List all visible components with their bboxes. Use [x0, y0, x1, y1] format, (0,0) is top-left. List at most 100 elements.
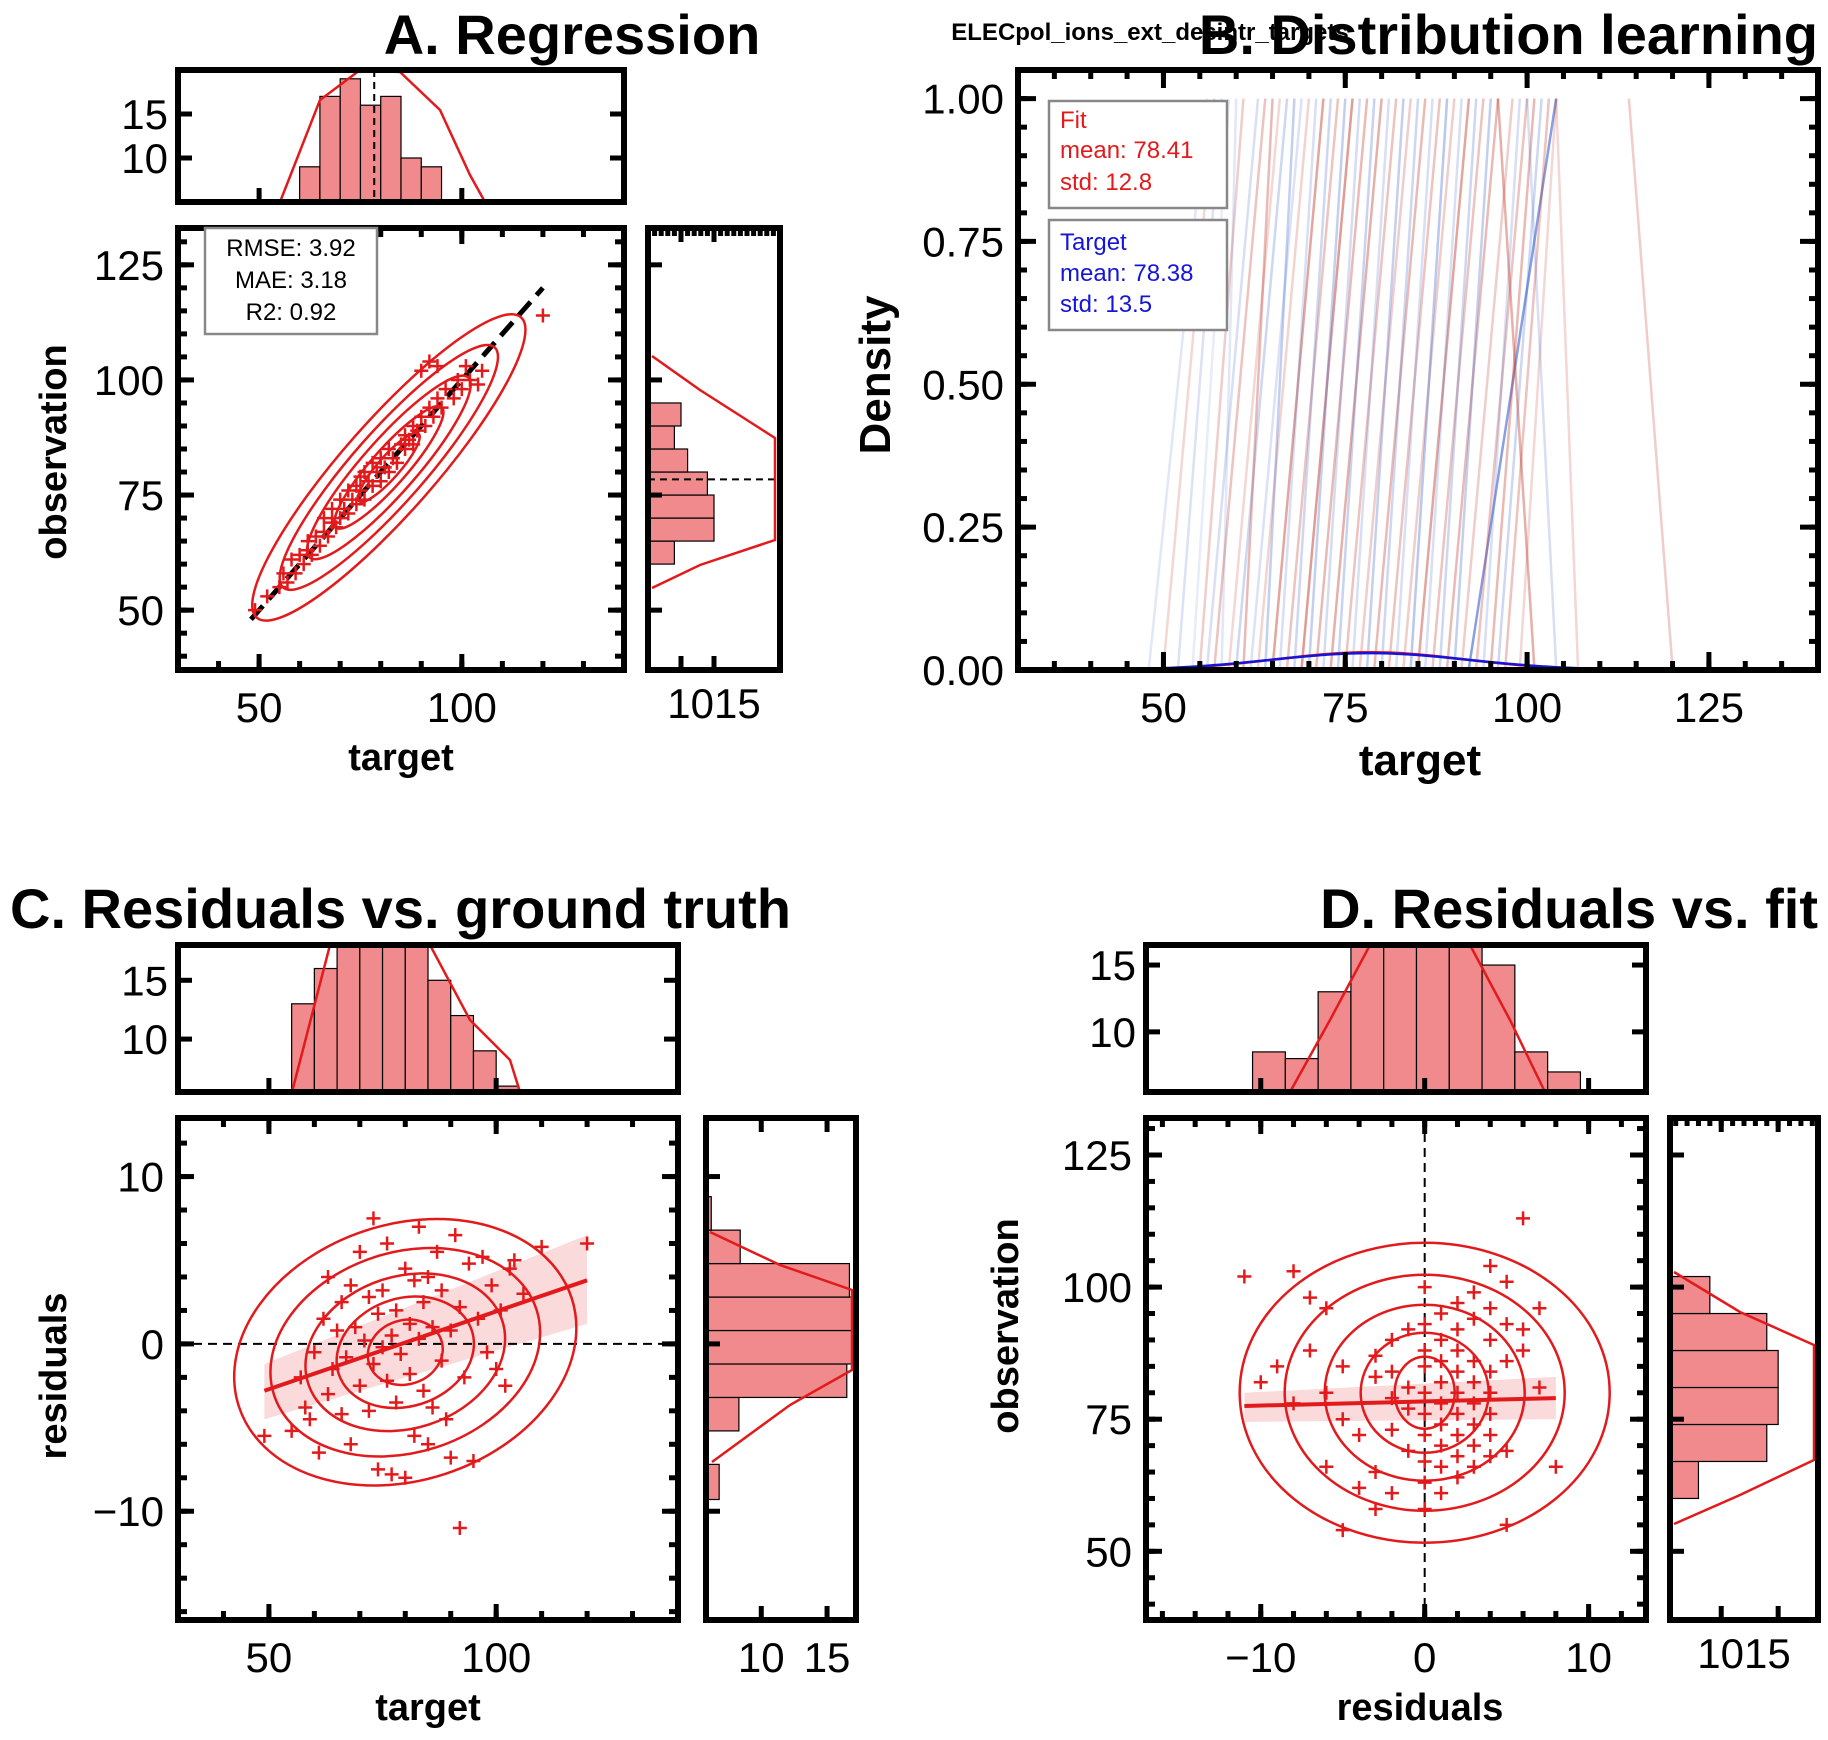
data-point — [280, 575, 295, 590]
data-point — [1270, 1359, 1285, 1374]
data-point — [450, 372, 465, 387]
legend-fit-mean: mean: 78.41 — [1060, 137, 1193, 164]
data-point — [426, 409, 441, 424]
data-point — [381, 465, 396, 480]
y-tick-label: 100 — [94, 357, 164, 404]
histogram-bar — [647, 425, 675, 450]
data-point — [321, 529, 336, 544]
y-tick-label: 50 — [117, 587, 164, 634]
data-point — [407, 1273, 422, 1288]
data-point — [1417, 1343, 1432, 1358]
data-point — [1499, 1274, 1514, 1289]
data-point — [1466, 1438, 1481, 1453]
sample-line — [1249, 98, 1303, 669]
data-point — [430, 1244, 445, 1259]
data-point — [457, 1370, 472, 1385]
data-point — [443, 1323, 458, 1338]
data-point — [352, 1244, 367, 1259]
data-point — [365, 455, 380, 470]
hist-x-tick-label: 15 — [804, 1634, 851, 1681]
sample-line — [1496, 98, 1543, 669]
sample-line — [1300, 98, 1354, 669]
histogram-bar — [1350, 944, 1385, 1093]
data-point — [1319, 1301, 1334, 1316]
kde-contour — [250, 313, 527, 622]
histogram-bar — [647, 402, 682, 427]
data-point — [1417, 1502, 1432, 1517]
data-point — [1417, 1317, 1432, 1332]
data-point — [1368, 1465, 1383, 1480]
data-point — [398, 1261, 413, 1276]
data-point — [393, 1346, 408, 1361]
sample-line — [1198, 98, 1245, 669]
data-point — [1401, 1443, 1416, 1458]
data-point — [329, 520, 344, 535]
data-point — [1466, 1396, 1481, 1411]
panel-a-xlabel: target — [348, 737, 454, 779]
data-point — [352, 1378, 367, 1393]
data-point — [507, 1253, 522, 1268]
sample-line — [1627, 98, 1674, 669]
y-tick-label: 0.75 — [922, 218, 1004, 265]
data-point — [366, 1211, 381, 1226]
data-point — [1352, 1428, 1367, 1443]
data-point — [461, 1256, 476, 1271]
histogram-bar — [420, 166, 443, 203]
sample-line — [1504, 98, 1551, 669]
data-point — [534, 1239, 549, 1254]
data-point — [1319, 1459, 1334, 1474]
data-point — [434, 400, 449, 415]
histogram-bar — [1415, 944, 1450, 1093]
y-tick-label: 0.00 — [922, 647, 1004, 694]
metric-r2: R2: 0.92 — [246, 299, 337, 326]
marginal-frame-right — [703, 1115, 859, 1623]
data-point — [1417, 1359, 1432, 1374]
y-tick-label: 125 — [1062, 1132, 1132, 1179]
panel-c-title: C. Residuals vs. ground truth — [10, 877, 791, 940]
sample-line — [1387, 98, 1442, 669]
data-point — [1434, 1375, 1449, 1390]
data-point — [1434, 1417, 1449, 1432]
data-point — [1516, 1343, 1531, 1358]
data-point — [422, 400, 437, 415]
data-point — [1302, 1290, 1317, 1305]
data-point — [1417, 1428, 1432, 1443]
data-point — [402, 1316, 417, 1331]
histogram-bar — [647, 540, 675, 565]
data-point — [1483, 1364, 1498, 1379]
data-point — [1450, 1428, 1465, 1443]
panel-c-xlabel: target — [375, 1687, 481, 1729]
sample-line — [1431, 98, 1485, 669]
data-point — [493, 1303, 508, 1318]
y-tick-label: 125 — [94, 242, 164, 289]
histogram-bar — [380, 95, 402, 203]
histogram-bar — [705, 1396, 740, 1432]
hist-x-tick-label: 10 — [738, 1634, 785, 1681]
data-point — [1450, 1470, 1465, 1485]
density-curve — [1127, 651, 1600, 671]
data-point — [1401, 1322, 1416, 1337]
data-point — [421, 1437, 435, 1452]
data-point — [418, 418, 433, 433]
sample-line — [1365, 98, 1405, 669]
data-point — [1417, 1475, 1432, 1490]
histogram-bar — [1669, 1423, 1768, 1463]
marginal-frame-top — [1143, 942, 1649, 1095]
data-point — [321, 1387, 335, 1402]
data-point — [353, 483, 368, 498]
data-point — [302, 1412, 317, 1427]
panel-c-ylabel: residuals — [33, 1293, 75, 1460]
data-point — [296, 557, 311, 572]
data-point — [284, 552, 299, 567]
sample-line — [1285, 98, 1340, 669]
data-point — [1499, 1317, 1514, 1332]
regression-fit-line — [1244, 1396, 1556, 1408]
histogram-bar — [705, 1329, 856, 1365]
data-point — [366, 1356, 381, 1371]
data-point — [1499, 1354, 1514, 1369]
marginal-frame-top — [175, 942, 681, 1095]
data-point — [1466, 1354, 1481, 1369]
legend-target-std: std: 13.5 — [1060, 291, 1152, 318]
histogram-bar — [647, 494, 715, 519]
y-tick-label: 1.00 — [922, 76, 1004, 123]
